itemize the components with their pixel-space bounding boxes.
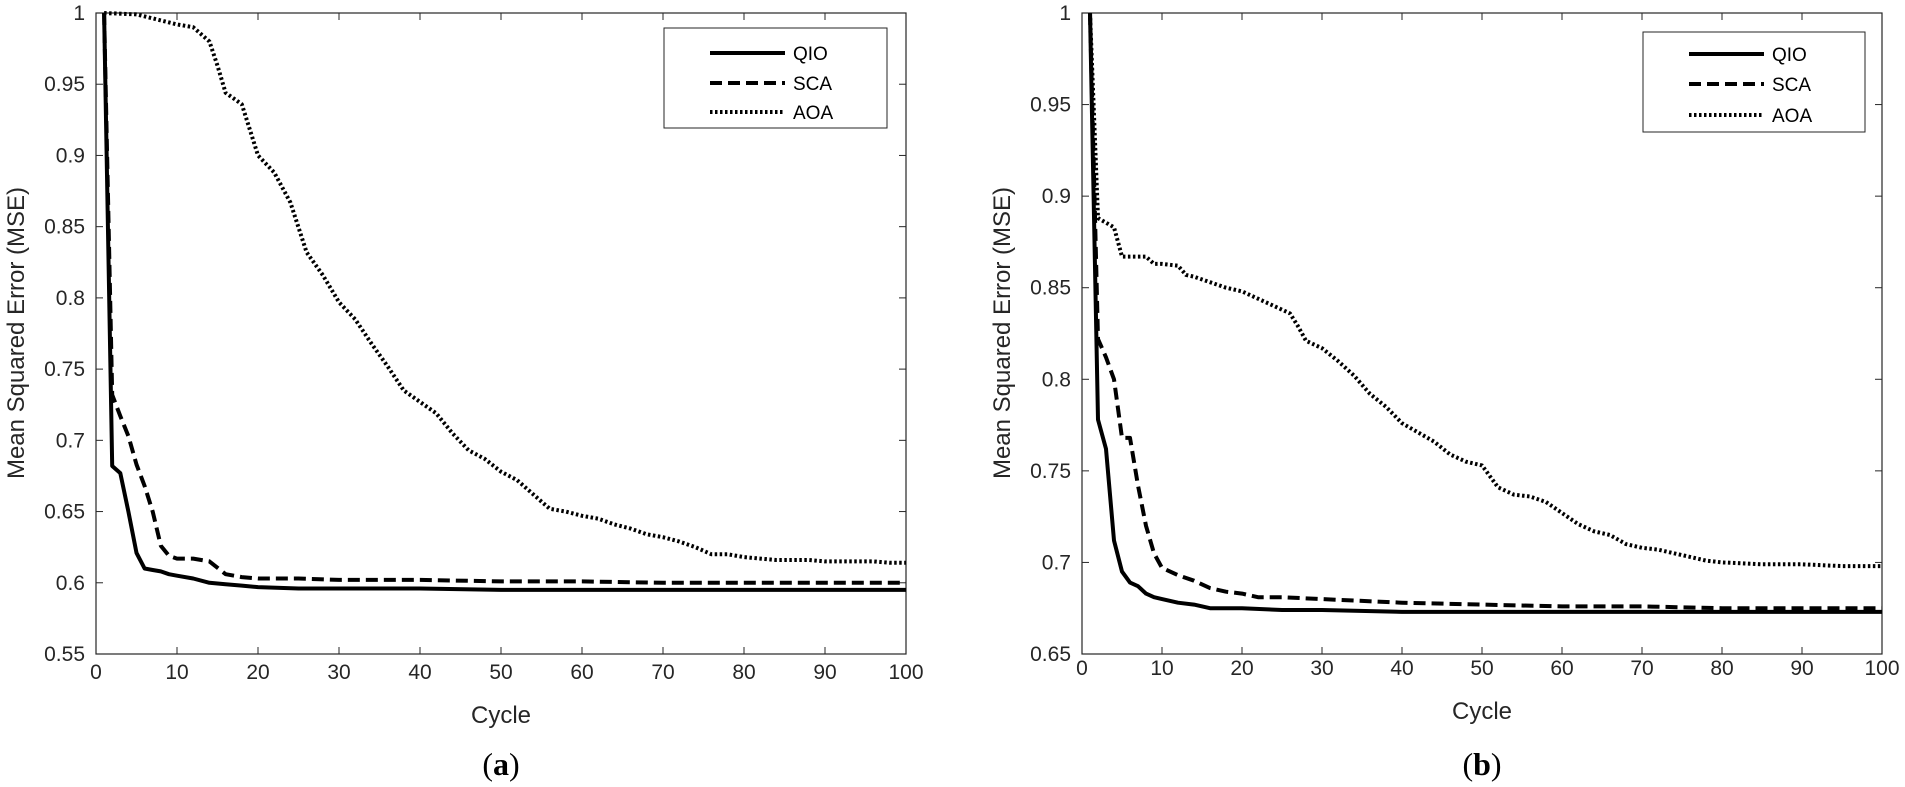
x-tick-label: 30	[327, 661, 350, 684]
y-tick-label: 0.9	[1042, 185, 1071, 208]
legend-label-qio: QIO	[793, 44, 828, 65]
y-tick-label: 0.9	[56, 144, 85, 167]
x-tick-labels: 0 10 20 30 40 50 60 70 80 90 100	[1076, 657, 1899, 680]
y-tick-label: 0.6	[56, 572, 85, 595]
y-tick-labels: 0.55 0.6 0.65 0.7 0.75 0.8 0.85 0.9 0.95 1	[44, 2, 85, 666]
x-tick-label: 70	[1630, 657, 1653, 680]
y-tick-label: 0.8	[1042, 368, 1071, 391]
series-line-sca	[1088, 12, 1882, 611]
x-tick-label: 60	[1550, 657, 1573, 680]
x-tick-label: 80	[732, 661, 755, 684]
legend-label-sca: SCA	[1772, 75, 1811, 96]
series-line-aoa	[1088, 12, 1882, 569]
caption-a: (a)	[482, 746, 519, 782]
legend-label-aoa: AOA	[1772, 106, 1812, 127]
legend: QIO SCA AOA	[1642, 31, 1866, 133]
y-tick-label: 0.95	[1030, 94, 1071, 117]
x-tick-labels: 0 10 20 30 40 50 60 70 80 90 100	[90, 661, 923, 684]
x-tick-label: 80	[1710, 657, 1733, 680]
y-tick-label: 0.7	[1042, 551, 1071, 574]
x-tick-label: 50	[1470, 657, 1493, 680]
chart-b: 0 10 20 30 40 50 60 70 80 90 100 0.65 0.7 0.75 0.8 0.8…	[989, 2, 1900, 782]
x-axis-label: Cycle	[1452, 698, 1512, 725]
y-tick-label: 0.65	[44, 501, 85, 524]
x-tick-label: 100	[1864, 657, 1899, 680]
caption-b: (b)	[1462, 746, 1501, 782]
legend-label-sca: SCA	[793, 74, 832, 95]
x-tick-label: 90	[1790, 657, 1813, 680]
x-tick-label: 10	[1150, 657, 1173, 680]
y-tick-label: 0.85	[1030, 277, 1071, 300]
y-tick-label: 1	[73, 2, 85, 25]
caption-letter: b	[1473, 746, 1491, 782]
x-tick-label: 30	[1310, 657, 1333, 680]
x-tick-label: 50	[489, 661, 512, 684]
y-tick-label: 0.8	[56, 287, 85, 310]
series-layer	[1088, 12, 1882, 614]
series-line-sca	[102, 12, 906, 585]
y-tick-label: 0.75	[1030, 460, 1071, 483]
caption-letter: a	[493, 746, 509, 782]
legend: QIO SCA AOA	[663, 27, 888, 129]
x-tick-label: 90	[813, 661, 836, 684]
y-axis-label: Mean Squared Error (MSE)	[989, 187, 1016, 479]
x-tick-label: 60	[570, 661, 593, 684]
y-tick-label: 0.55	[44, 643, 85, 666]
x-tick-label: 0	[90, 661, 102, 684]
x-tick-label: 20	[1230, 657, 1253, 680]
x-tick-label: 10	[165, 661, 188, 684]
y-tick-label: 0.75	[44, 358, 85, 381]
x-tick-label: 0	[1076, 657, 1088, 680]
x-tick-label: 40	[408, 661, 431, 684]
x-tick-label: 100	[888, 661, 923, 684]
axis-ticks	[1081, 12, 1883, 655]
x-tick-label: 20	[246, 661, 269, 684]
x-tick-label: 40	[1390, 657, 1413, 680]
y-tick-label: 1	[1059, 2, 1071, 25]
legend-label-aoa: AOA	[793, 103, 833, 124]
y-tick-label: 0.7	[56, 429, 85, 452]
series-line-qio	[1088, 12, 1882, 614]
y-tick-labels: 0.65 0.7 0.75 0.8 0.85 0.9 0.95 1	[1030, 2, 1071, 666]
series-layer	[102, 11, 906, 592]
x-tick-label: 70	[651, 661, 674, 684]
y-axis-label: Mean Squared Error (MSE)	[3, 187, 30, 479]
legend-label-qio: QIO	[1772, 45, 1807, 66]
chart-a: 0 10 20 30 40 50 60 70 80 90 100 0.55 0.6 0.65 0.7 0.7…	[3, 2, 924, 782]
series-line-aoa	[104, 11, 906, 565]
y-tick-label: 0.65	[1030, 643, 1071, 666]
x-axis-label: Cycle	[471, 702, 531, 729]
axis-ticks	[95, 12, 907, 655]
series-line-qio	[102, 12, 906, 592]
y-tick-label: 0.95	[44, 73, 85, 96]
y-tick-label: 0.85	[44, 216, 85, 239]
